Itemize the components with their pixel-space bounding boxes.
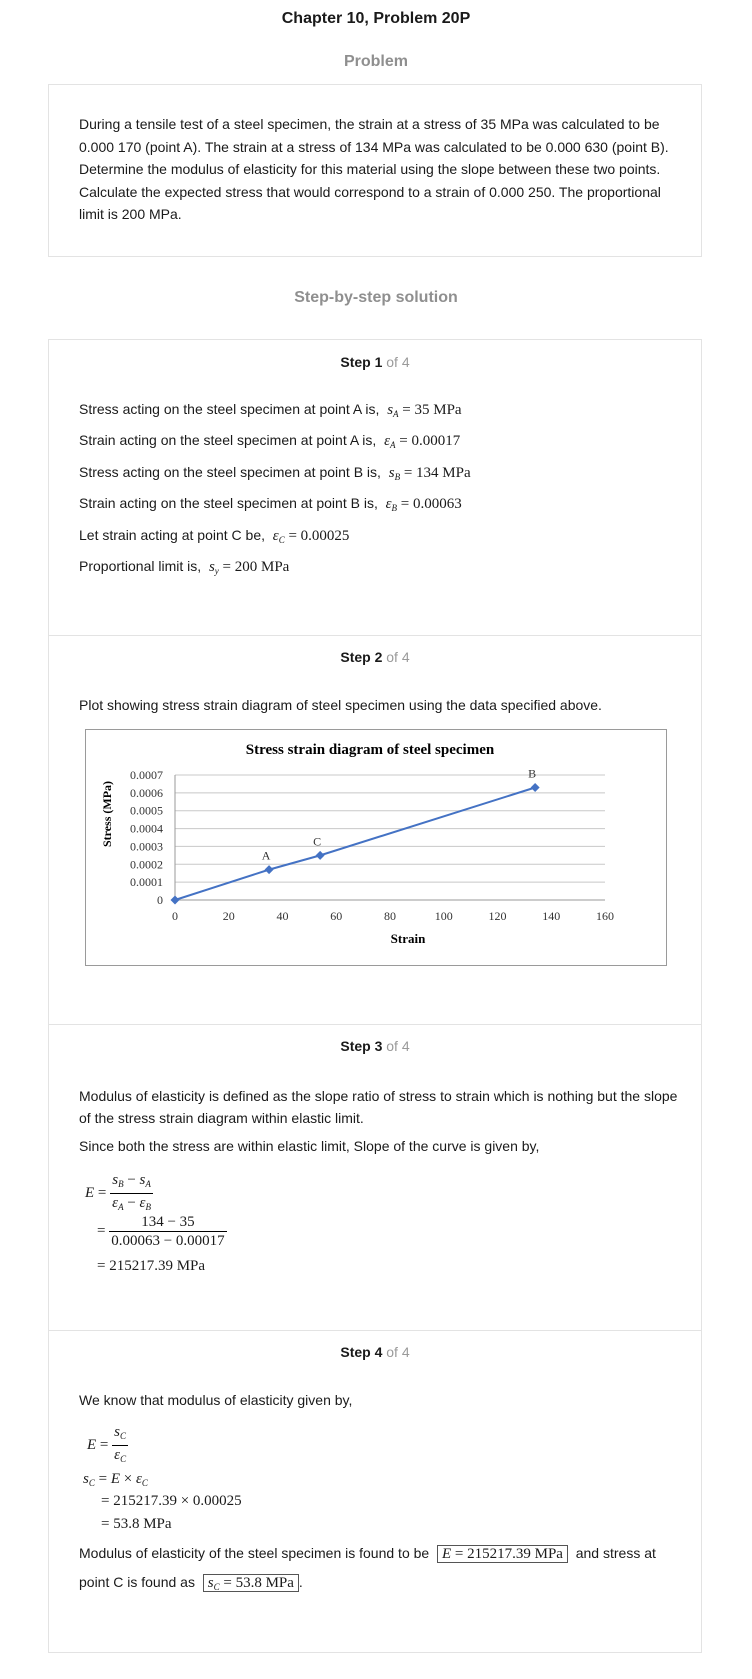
step-2-heading: Step 2 of 4 [340, 649, 410, 665]
step-1-line-2: Strain acting on the steel specimen at p… [79, 432, 461, 450]
chart-axes: 0 0.0001 0.0002 0.0003 0.0004 0.0005 0.0006 0.0… [130, 768, 614, 923]
x-tick-label: 0 [172, 909, 178, 923]
solution-heading: Step-by-step solution [294, 289, 458, 306]
step-1-line-5: Let strain acting at point C be, εC = 0.… [79, 527, 350, 545]
chart-grid [175, 774, 605, 901]
y-tick-label: 0.0004 [130, 822, 163, 836]
data-point [315, 850, 325, 860]
step-3-text-1: Modulus of elasticity is defined as the … [79, 1088, 678, 1126]
x-tick-label: 20 [223, 909, 235, 923]
point-label: C [313, 834, 321, 848]
step-divider-3 [49, 1330, 701, 1331]
data-point [264, 865, 274, 875]
answer-modulus: E = 215217.39 MPa [436, 1545, 568, 1563]
problem-box: During a tensile test of a steel specime… [48, 84, 702, 257]
step-divider-1 [49, 635, 701, 636]
y-tick-label: 0.0001 [130, 875, 163, 889]
step-4-text-1: We know that modulus of elasticity given… [79, 1392, 353, 1408]
solution-box: Step 1 of 4 Stress acting on the steel s… [48, 339, 702, 1653]
y-tick-label: 0.0002 [130, 857, 163, 871]
data-point [170, 895, 180, 905]
problem-heading: Problem [343, 53, 408, 70]
y-tick-label: 0.0007 [130, 768, 163, 782]
y-axis-label: Stress (MPa) [100, 781, 114, 847]
x-tick-label: 60 [330, 909, 342, 923]
step-1-line-1: Stress acting on the steel specimen at p… [79, 401, 462, 419]
page-title: Chapter 10, Problem 20P [281, 10, 471, 27]
x-tick-label: 80 [384, 909, 396, 923]
series-line [174, 786, 536, 901]
x-tick-label: 140 [542, 909, 560, 923]
step-divider-2 [49, 1024, 701, 1025]
data-point [530, 783, 540, 792]
step-4-conclusion-1: Modulus of elasticity of the steel speci… [79, 1545, 656, 1563]
y-tick-label: 0.0003 [130, 839, 163, 853]
step-4-formula: E = sC εC [87, 1423, 129, 1468]
step-1-line-6: Proportional limit is, sy = 200 MPa [79, 558, 290, 576]
step-3-heading: Step 3 of 4 [340, 1038, 410, 1054]
step-3-result: = 215217.39 MPa [97, 1258, 206, 1274]
y-tick-label: 0 [157, 893, 163, 907]
step-3-substitution: = 134 − 35 0.00063 − 0.00017 [97, 1214, 227, 1249]
chart-svg: Stress strain diagram of steel specimen … [100, 742, 614, 946]
step-4-rearranged: sC = E × εC [83, 1471, 148, 1488]
step-1-line-3: Stress acting on the steel specimen at p… [79, 464, 471, 482]
problem-text: During a tensile test of a steel specime… [79, 116, 669, 222]
x-tick-label: 120 [489, 909, 507, 923]
x-tick-label: 40 [277, 909, 289, 923]
point-label: A [262, 849, 271, 863]
step-1-line-4: Strain acting on the steel specimen at p… [79, 495, 462, 513]
step-3-formula: E = sB − sA εA − εB [85, 1171, 153, 1216]
y-tick-label: 0.0005 [130, 804, 163, 818]
step-2-text: Plot showing stress strain diagram of st… [79, 697, 602, 713]
x-axis-label: Strain [391, 931, 426, 946]
point-label: B [528, 767, 536, 781]
chart-title: Stress strain diagram of steel specimen [246, 742, 495, 758]
y-tick-label: 0.0006 [130, 786, 163, 800]
step-4-conclusion-2: point C is found as sC = 53.8 MPa. [79, 1574, 303, 1592]
step-1-heading: Step 1 of 4 [340, 354, 410, 370]
step-4-substitution: = 215217.39 × 0.00025 [101, 1493, 242, 1509]
step-3-text-2: Since both the stress are within elastic… [79, 1138, 540, 1154]
chart-series: A C B [170, 767, 540, 905]
answer-stress: sC = 53.8 MPa [202, 1574, 299, 1592]
step-4-heading: Step 4 of 4 [340, 1344, 410, 1360]
x-tick-label: 100 [435, 909, 453, 923]
stress-strain-chart: Stress strain diagram of steel specimen … [85, 729, 667, 966]
step-4-result: = 53.8 MPa [101, 1516, 172, 1532]
x-tick-label: 160 [596, 909, 614, 923]
